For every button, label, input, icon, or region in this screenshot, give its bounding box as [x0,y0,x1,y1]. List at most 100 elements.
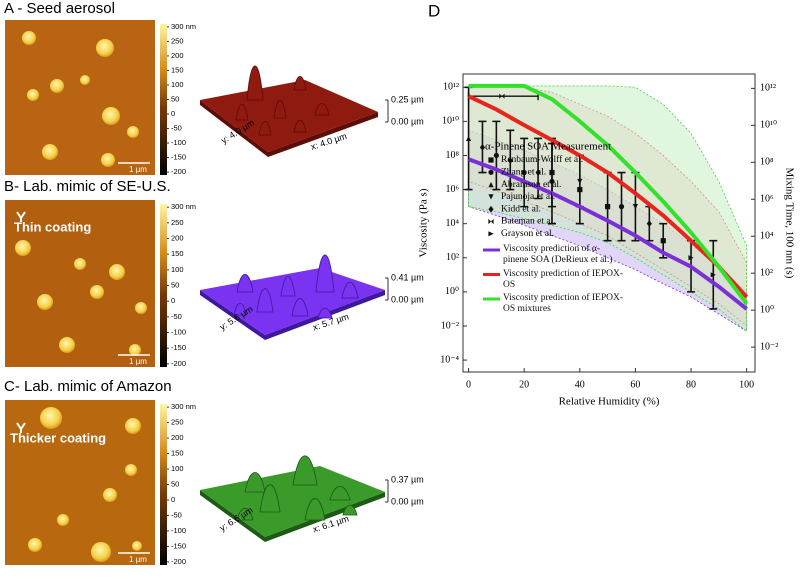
panel-title: A - Seed aerosol [4,0,115,17]
particle [129,344,141,356]
legend-marker [488,169,494,175]
measurement-point [646,220,652,228]
particle [125,464,137,476]
z-top-label: 0.37 µm [391,474,424,484]
y-tick-label: 10⁰ [445,286,459,297]
z-bottom-label: 0.00 µm [391,116,424,126]
colorbar-tick-label: -50 [171,124,182,133]
colorbar-tick-label: -150 [171,153,186,162]
legend-label: Abramson et al. [501,180,561,190]
surface-peak [236,274,254,293]
particle [27,89,39,101]
colorbar-tick-label: 300 nm [171,402,196,411]
legend-label: Viscosity prediction of α-pinene SOA (De… [503,244,613,265]
particle [103,488,117,502]
y2-tick-label: 10¹⁰ [760,120,777,131]
legend-marker [488,205,494,213]
particle [40,407,62,429]
measurement-point [618,204,625,210]
colorbar-tick-label: -150 [171,541,186,550]
measurement-point [479,143,486,151]
y-tick-label: 10⁸ [446,150,460,161]
legend-label: Viscosity prediction of IEPOX-OS [503,268,624,290]
surface-peak [246,65,264,101]
particle [90,285,104,299]
annotation: Thicker coating [10,430,106,445]
measurement-point [465,135,472,142]
prediction-line [467,94,749,299]
particle [91,542,111,562]
surface-side [268,112,378,157]
particle [57,514,69,526]
panel-title: C- Lab. mimic of Amazon [4,378,172,395]
annotation-bracket [16,211,26,222]
colorbar-tick-label: -200 [171,557,186,566]
legend-label: Pajunoja et al. [501,192,555,202]
y-axis-title: Viscosity (Pa s) [418,188,430,257]
z-top-label: 0.25 µm [391,94,424,104]
surface-side [200,290,265,340]
particle [37,294,53,310]
measurement-point [688,255,694,261]
colorbar-tick-label: 200 [171,233,184,242]
surface-side [200,100,268,157]
colorbar-tick-label: 200 [171,433,184,442]
colorbar-tick-label: 0 [171,495,175,504]
z-bottom-label: 0.00 µm [391,496,424,506]
colorbar-tick-label: 100 [171,265,184,274]
colorbar-tick-label: 300 nm [171,202,196,211]
colorbar-tick-label: 100 [171,464,184,473]
legend-label: Grayson et al. [501,229,554,239]
x-tick-label: 40 [575,379,585,390]
colorbar-tick-label: 0 [171,109,175,118]
y2-tick-label: 10⁻² [760,341,778,352]
colorbar-tick-label: -100 [171,138,186,147]
surface-peak [280,276,296,297]
particle [132,541,142,551]
legend-label: Zhang et al. [501,167,546,177]
surface-peak [273,100,287,119]
surface-peak [342,504,358,516]
colorbar-tick-label: 50 [171,479,179,488]
legend-marker [488,231,494,237]
particle [22,31,36,45]
surface-peak [293,75,307,91]
colorbar-tick-label: 0 [171,296,175,305]
y2-tick-label: 10¹² [760,83,776,94]
particle [127,126,139,138]
surface-peak [293,119,307,133]
legend-label: Renbaum-Wolff et al. [501,154,583,165]
measurement-point [499,93,505,99]
measurement-point [549,178,555,185]
annotation-bracket [16,422,26,433]
surface-peak [235,104,249,121]
particle [125,418,141,434]
plot-frame [462,73,756,373]
colorbar [160,204,167,367]
scale-bar-label: 1 µm [129,555,147,564]
y-tick-label: 10² [446,252,459,263]
surface-peak [259,484,281,513]
measurement-point [577,178,583,185]
legend-marker [488,157,494,163]
y2-tick-label: 10² [760,267,773,278]
y2-tick-label: 10⁸ [760,157,774,168]
z-scale [385,99,389,123]
colorbar-tick-label: 50 [171,280,179,289]
surface-peak [258,120,272,136]
x-tick-label: 80 [686,379,696,390]
legend-label: Bateman et al. [501,217,556,227]
surface [200,80,378,152]
colorbar-tick-label: -150 [171,343,186,352]
surface-peak [315,254,335,293]
colorbar-tick-label: 50 [171,94,179,103]
particle [28,538,42,552]
prediction-line [468,83,749,305]
particle [59,337,75,353]
y-tick-label: 10¹² [443,82,459,93]
surface-peak [291,298,309,317]
particle [15,240,31,256]
particle [50,79,64,93]
